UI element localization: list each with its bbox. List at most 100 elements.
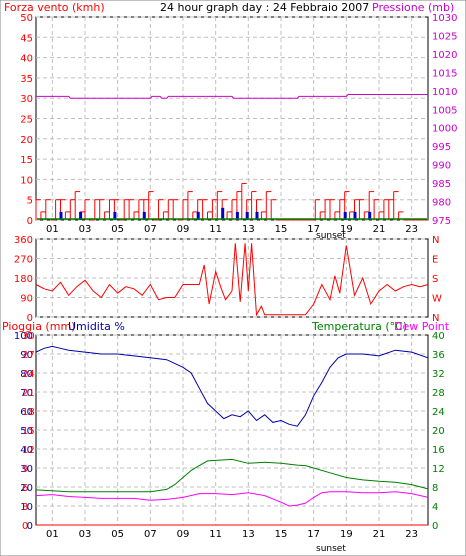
x-tick-label: 11 bbox=[209, 224, 222, 235]
y2-tick-label: 1015 bbox=[432, 68, 457, 79]
y-tick-label: 10 bbox=[20, 502, 33, 513]
y-tick-label: 270 bbox=[14, 255, 33, 266]
sunset-label-bottom: sunset bbox=[316, 544, 346, 554]
y-tick-label: 180 bbox=[14, 274, 33, 285]
y2-tick-label: 975 bbox=[432, 216, 451, 227]
y-tick-label: 0 bbox=[27, 521, 33, 532]
x-tick-label: 13 bbox=[242, 224, 255, 235]
y2-tick-label: 1020 bbox=[432, 50, 457, 61]
y2-tick-label: 32 bbox=[432, 369, 445, 380]
x-tick-label: 15 bbox=[275, 529, 288, 540]
y2-tick-label: W bbox=[432, 294, 442, 305]
y2-tick-label: 980 bbox=[432, 198, 451, 209]
x-tick-label: 23 bbox=[405, 529, 418, 540]
gust-bar bbox=[343, 211, 347, 220]
y-tick-label: 35 bbox=[20, 74, 33, 85]
rain-tick-label: 21 bbox=[22, 388, 35, 399]
rain-tick-label: 9 bbox=[22, 464, 28, 475]
x-tick-label: 09 bbox=[177, 224, 190, 235]
y-tick-label: 50 bbox=[20, 426, 33, 437]
gust-bar bbox=[255, 211, 259, 220]
y2-tick-label: N bbox=[432, 313, 439, 324]
y2-tick-label: 20 bbox=[432, 426, 445, 437]
y2-tick-label: 24 bbox=[432, 407, 445, 418]
y-tick-label: 0 bbox=[27, 216, 33, 227]
x-tick-label: 07 bbox=[144, 529, 157, 540]
x-tick-label: 19 bbox=[340, 224, 353, 235]
gust-bar bbox=[196, 211, 200, 220]
x-tick-label: 07 bbox=[144, 224, 157, 235]
x-tick-label: 21 bbox=[373, 224, 386, 235]
rain-tick-label: 30 bbox=[22, 331, 35, 342]
x-tick-label: 17 bbox=[307, 224, 320, 235]
temperature-axis-title: Temperatura (°C) bbox=[311, 320, 407, 333]
y2-tick-label: 28 bbox=[432, 388, 445, 399]
y-tick-label: 50 bbox=[20, 13, 33, 24]
gust-bar bbox=[245, 211, 249, 220]
y-tick-label: 80 bbox=[20, 369, 33, 380]
y-tick-label: 360 bbox=[14, 235, 33, 246]
y-tick-label: 20 bbox=[20, 483, 33, 494]
direction-grid bbox=[36, 238, 428, 318]
x-tick-label: 13 bbox=[242, 529, 255, 540]
rain-tick-label: 15 bbox=[22, 426, 35, 437]
graph-title: 24 hour graph day : 24 Febbraio 2007 bbox=[160, 1, 369, 14]
dewpoint-line bbox=[35, 491, 429, 507]
gust-bar bbox=[142, 211, 146, 220]
humidity-axes: 0102030405060708090100048121620242832364… bbox=[14, 331, 445, 540]
gust-bar bbox=[59, 211, 63, 220]
y2-tick-label: 995 bbox=[432, 142, 451, 153]
wind-axis-title: Forza vento (kmh) bbox=[4, 1, 105, 14]
x-tick-label: 19 bbox=[340, 529, 353, 540]
y2-tick-label: 8 bbox=[432, 483, 438, 494]
x-tick-label: 05 bbox=[111, 529, 124, 540]
y2-tick-label: 985 bbox=[432, 179, 451, 190]
y2-tick-label: S bbox=[432, 274, 438, 285]
x-tick-label: 01 bbox=[46, 224, 59, 235]
y-tick-label: 15 bbox=[20, 155, 33, 166]
y-tick-label: 60 bbox=[20, 407, 33, 418]
y2-tick-label: N bbox=[432, 235, 439, 246]
y-tick-label: 40 bbox=[20, 445, 33, 456]
temperature-line bbox=[35, 458, 429, 493]
x-tick-label: 21 bbox=[373, 529, 386, 540]
y2-tick-label: 40 bbox=[432, 331, 445, 342]
pressure-axis-title: Pressione (mb) bbox=[372, 1, 454, 14]
x-tick-label: 01 bbox=[46, 529, 59, 540]
y-tick-label: 100 bbox=[14, 331, 33, 342]
y-tick-label: 30 bbox=[20, 94, 33, 105]
y2-tick-label: 12 bbox=[432, 464, 445, 475]
y2-tick-label: 16 bbox=[432, 445, 445, 456]
gust-bar bbox=[235, 211, 239, 220]
humidity-line bbox=[35, 345, 429, 427]
gust-bar bbox=[113, 211, 117, 220]
rain-tick-label: 27 bbox=[22, 350, 35, 361]
y-tick-label: 20 bbox=[20, 135, 33, 146]
wind-series bbox=[35, 94, 428, 221]
y2-tick-label: 1000 bbox=[432, 124, 457, 135]
y2-tick-label: 36 bbox=[432, 350, 445, 361]
y2-tick-label: 990 bbox=[432, 161, 451, 172]
dewpoint-axis-title: Dew Point bbox=[394, 320, 450, 333]
rain-tick-label: 12 bbox=[22, 445, 35, 456]
y2-tick-label: 1030 bbox=[432, 13, 457, 24]
y2-tick-label: 1025 bbox=[432, 31, 457, 42]
x-tick-label: 03 bbox=[79, 224, 92, 235]
y2-tick-label: 1010 bbox=[432, 87, 457, 98]
y2-tick-label: 0 bbox=[432, 521, 438, 532]
x-tick-label: 15 bbox=[275, 224, 288, 235]
y-tick-label: 5 bbox=[27, 196, 33, 207]
gust-bar bbox=[368, 211, 372, 220]
sunset-label-top: sunset bbox=[316, 231, 346, 241]
gust-bar bbox=[79, 211, 83, 220]
x-tick-label: 09 bbox=[177, 529, 190, 540]
x-tick-label: 11 bbox=[209, 529, 222, 540]
y2-tick-label: 4 bbox=[432, 502, 438, 513]
y-tick-label: 45 bbox=[20, 33, 33, 44]
y-tick-label: 90 bbox=[20, 350, 33, 361]
wind-axes: 0510152025303540455097598098599099510001… bbox=[20, 13, 457, 235]
direction-line bbox=[35, 243, 429, 317]
y-tick-label: 30 bbox=[20, 464, 33, 475]
